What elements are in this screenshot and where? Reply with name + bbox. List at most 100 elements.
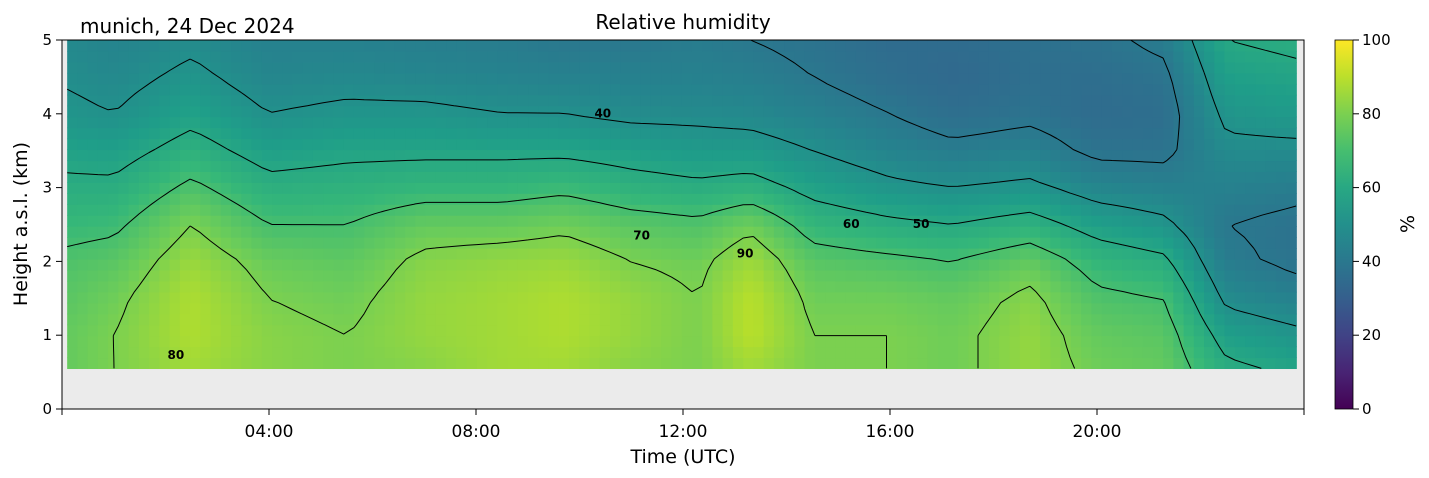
heatmap-cell: [691, 116, 703, 129]
heatmap-cell: [128, 269, 140, 282]
heatmap-cell: [1152, 94, 1164, 107]
heatmap-cell: [517, 40, 529, 52]
heatmap-cell: [487, 94, 498, 107]
heatmap-cell: [589, 226, 601, 238]
heatmap-cell: [548, 335, 560, 348]
heatmap-cell: [1163, 138, 1174, 151]
heatmap-cell: [179, 72, 191, 85]
heatmap-cell: [231, 280, 242, 293]
heatmap-cell: [999, 105, 1011, 118]
heatmap-cell: [763, 105, 775, 118]
heatmap-cell: [886, 182, 898, 194]
heatmap-cell: [425, 237, 437, 249]
heatmap-cell: [978, 149, 990, 162]
heatmap-cell: [210, 149, 222, 162]
heatmap-cell: [773, 215, 785, 227]
heatmap-cell: [855, 116, 867, 129]
heatmap-cell: [1163, 40, 1174, 52]
heatmap-cell: [272, 61, 283, 74]
heatmap-cell: [261, 237, 273, 249]
heatmap-cell: [231, 204, 242, 216]
heatmap-cell: [814, 204, 826, 216]
heatmap-cell: [1050, 280, 1062, 293]
heatmap-cell: [251, 215, 263, 227]
heatmap-cell: [138, 346, 150, 359]
heatmap-cell: [220, 105, 232, 118]
heatmap-cell: [149, 280, 160, 293]
heatmap-cell: [517, 61, 529, 74]
heatmap-cell: [1019, 116, 1031, 129]
heatmap-cell: [1142, 105, 1154, 118]
heatmap-cell: [784, 160, 795, 172]
heatmap-cell: [87, 302, 99, 315]
heatmap-cell: [1265, 346, 1277, 359]
heatmap-cell: [405, 182, 417, 194]
heatmap-cell: [722, 149, 734, 162]
heatmap-cell: [691, 346, 703, 359]
heatmap-cell: [640, 116, 652, 129]
heatmap-cell: [1122, 324, 1133, 337]
heatmap-cell: [1060, 226, 1072, 238]
heatmap-cell: [87, 346, 99, 359]
heatmap-cell: [1101, 302, 1113, 315]
heatmap-cell: [251, 335, 263, 348]
heatmap-cell: [630, 302, 642, 315]
heatmap-cell: [855, 247, 867, 260]
heatmap-cell: [251, 291, 263, 304]
heatmap-cell: [1122, 291, 1133, 304]
heatmap-cell: [538, 324, 550, 337]
heatmap-cell: [231, 138, 242, 151]
heatmap-cell: [569, 193, 580, 205]
heatmap-cell: [364, 237, 376, 249]
heatmap-cell: [343, 215, 355, 227]
heatmap-cell: [292, 302, 304, 315]
heatmap-cell: [948, 160, 959, 172]
heatmap-cell: [251, 269, 263, 282]
heatmap-cell: [988, 237, 1000, 249]
heatmap-cell: [323, 149, 335, 162]
heatmap-cell: [415, 280, 427, 293]
heatmap-cell: [937, 160, 949, 172]
heatmap-cell: [999, 357, 1011, 370]
heatmap-cell: [743, 40, 754, 52]
heatmap-cell: [917, 291, 929, 304]
heatmap-cell: [272, 335, 283, 348]
heatmap-cell: [538, 269, 550, 282]
heatmap-cell: [1132, 40, 1144, 52]
heatmap-cell: [907, 313, 918, 326]
heatmap-cell: [312, 61, 324, 74]
heatmap-cell: [702, 182, 714, 194]
heatmap-cell: [661, 291, 673, 304]
heatmap-cell: [210, 138, 222, 151]
heatmap-cell: [691, 302, 703, 315]
heatmap-cell: [405, 237, 417, 249]
heatmap-cell: [937, 61, 949, 74]
heatmap-cell: [691, 171, 703, 183]
heatmap-cell: [1224, 182, 1236, 194]
heatmap-cell: [149, 247, 160, 260]
heatmap-cell: [937, 72, 949, 85]
heatmap-cell: [1193, 324, 1205, 337]
heatmap-cell: [886, 40, 898, 52]
heatmap-cell: [251, 258, 263, 271]
heatmap-cell: [722, 313, 734, 326]
heatmap-cell: [814, 357, 826, 370]
heatmap-cell: [671, 346, 683, 359]
heatmap-cell: [835, 94, 847, 107]
heatmap-cell: [384, 335, 396, 348]
heatmap-cell: [405, 291, 417, 304]
heatmap-cell: [251, 171, 263, 183]
heatmap-cell: [825, 94, 836, 107]
heatmap-cell: [353, 160, 365, 172]
heatmap-cell: [312, 346, 324, 359]
heatmap-cell: [118, 302, 130, 315]
heatmap-cell: [1275, 269, 1287, 282]
heatmap-cell: [1029, 116, 1041, 129]
heatmap-cell: [825, 61, 836, 74]
heatmap-cell: [1234, 258, 1246, 271]
heatmap-cell: [1173, 40, 1185, 52]
heatmap-cell: [702, 105, 714, 118]
heatmap-cell: [599, 127, 611, 140]
heatmap-cell: [1081, 247, 1092, 260]
heatmap-cell: [1101, 160, 1113, 172]
